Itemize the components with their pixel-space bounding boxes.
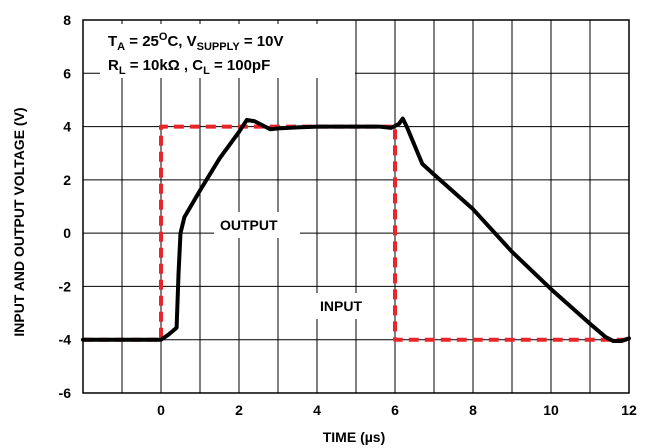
y-axis-title: INPUT AND OUTPUT VOLTAGE (V): [11, 107, 27, 336]
grid: [82, 19, 630, 394]
conditions-line-2: RL = 10kΩ , CL = 100pF: [108, 57, 270, 77]
x-tick-labels: 0 2 4 6 8 10 12: [157, 402, 637, 418]
series-output-line: [81, 116, 631, 344]
x-tick-label: 12: [621, 402, 637, 418]
input-label-bg: [314, 293, 382, 319]
output-label-bg: [214, 212, 300, 238]
y-tick-label: 8: [63, 12, 71, 28]
y-tick-label: -2: [59, 278, 72, 294]
x-tick-label: 0: [157, 402, 165, 418]
input-annotation: INPUT: [320, 298, 362, 314]
series-layer: [81, 116, 631, 344]
y-tick-label: -4: [59, 332, 72, 348]
x-tick-label: 10: [543, 402, 559, 418]
y-tick-label: -6: [59, 385, 72, 401]
x-axis-title: TIME (µs): [323, 429, 386, 445]
x-tick-label: 8: [469, 402, 477, 418]
conditions-line-1: TA = 25OC, VSUPPLY = 10V: [108, 31, 283, 53]
y-tick-label: 4: [63, 119, 71, 135]
plot-frame: [82, 19, 630, 394]
x-tick-label: 4: [313, 402, 321, 418]
x-tick-label: 6: [391, 402, 399, 418]
y-tick-labels: -6 -4 -2 0 2 4 6 8: [59, 12, 72, 401]
output-annotation: OUTPUT: [220, 217, 278, 233]
y-tick-label: 6: [63, 65, 71, 81]
y-tick-label: 2: [63, 172, 71, 188]
x-tick-label: 2: [235, 402, 243, 418]
conditions-box: [100, 24, 355, 78]
y-tick-label: 0: [63, 225, 71, 241]
